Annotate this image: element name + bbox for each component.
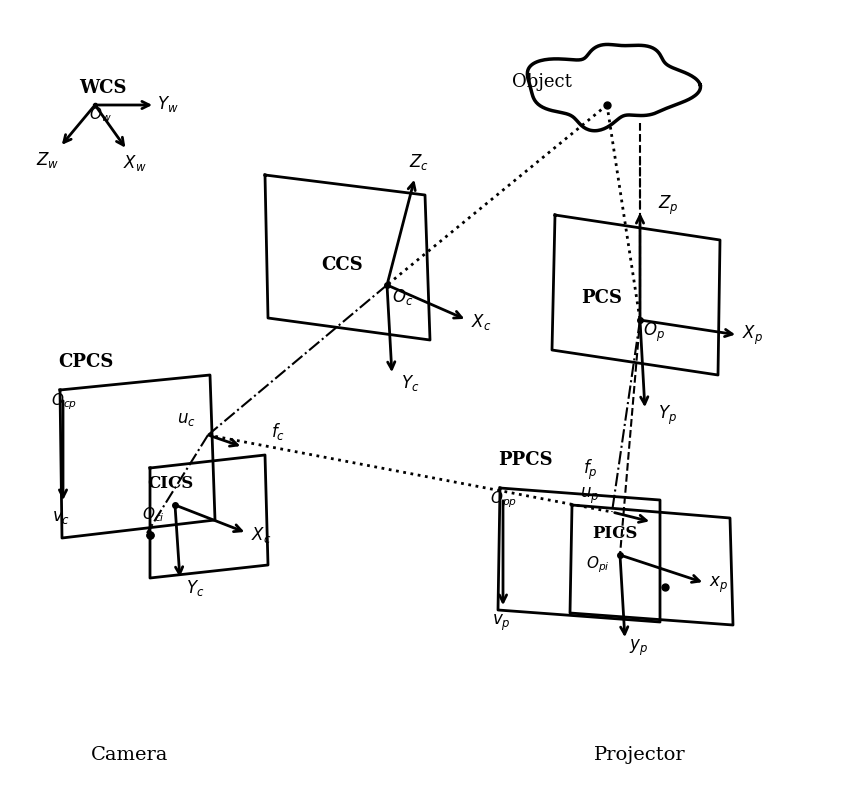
Text: $Y_c$: $Y_c$ — [400, 373, 419, 393]
Text: $y_p$: $y_p$ — [629, 638, 649, 658]
Text: $O_{cp}$: $O_{cp}$ — [51, 392, 77, 412]
Text: $v_p$: $v_p$ — [492, 613, 510, 633]
Text: $X_w$: $X_w$ — [123, 153, 147, 173]
Text: $Z_p$: $Z_p$ — [658, 193, 678, 217]
Text: $X_c$: $X_c$ — [471, 312, 491, 332]
Text: $Z_w$: $Z_w$ — [36, 150, 60, 170]
Text: Camera: Camera — [91, 746, 168, 764]
Text: $O_{pi}$: $O_{pi}$ — [586, 555, 610, 575]
Text: $v_c$: $v_c$ — [52, 510, 70, 527]
Text: $O_p$: $O_p$ — [643, 320, 665, 344]
Text: $x_p$: $x_p$ — [709, 575, 728, 595]
Text: CICS: CICS — [147, 475, 193, 491]
Text: $O_w$: $O_w$ — [89, 105, 111, 125]
Text: WCS: WCS — [79, 79, 127, 97]
Text: $O_c$: $O_c$ — [393, 287, 413, 307]
Text: PICS: PICS — [592, 524, 638, 542]
Text: CCS: CCS — [321, 256, 362, 274]
Text: $u_p$: $u_p$ — [580, 486, 600, 506]
Text: $Y_w$: $Y_w$ — [157, 94, 179, 114]
Text: $Y_c$: $Y_c$ — [186, 578, 205, 598]
Text: PCS: PCS — [582, 289, 622, 307]
Text: $X_c$: $X_c$ — [251, 525, 271, 545]
Text: $u_c$: $u_c$ — [177, 411, 195, 427]
Text: PPCS: PPCS — [498, 451, 552, 469]
Text: CPCS: CPCS — [58, 353, 113, 371]
Text: $Z_c$: $Z_c$ — [409, 152, 429, 172]
Text: Projector: Projector — [595, 746, 686, 764]
Text: $X_p$: $X_p$ — [741, 324, 763, 347]
Text: $Y_p$: $Y_p$ — [658, 403, 677, 427]
Text: $f_p$: $f_p$ — [583, 458, 597, 482]
Text: $O_{pp}$: $O_{pp}$ — [490, 490, 518, 511]
Text: Object: Object — [512, 73, 572, 91]
Text: $O_{ci}$: $O_{ci}$ — [142, 506, 164, 524]
Text: $f_c$: $f_c$ — [271, 422, 285, 443]
